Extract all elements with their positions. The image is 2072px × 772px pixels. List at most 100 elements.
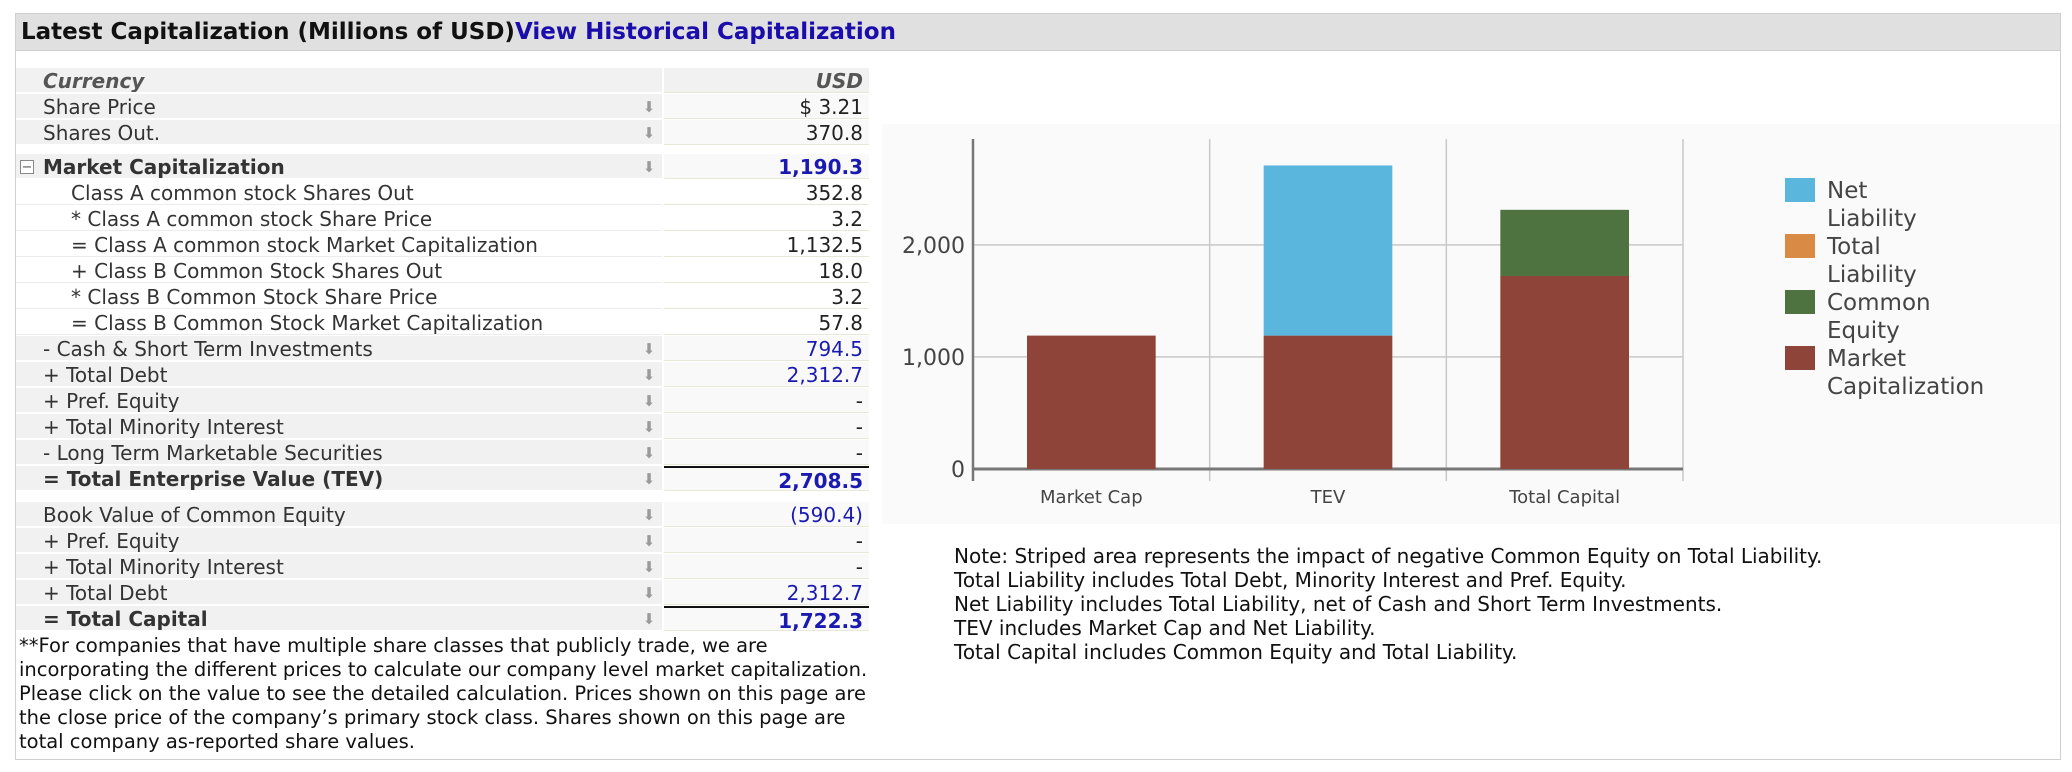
panel-header: Latest Capitalization (Millions of USD)V… <box>16 14 2060 51</box>
y-tick-label: 0 <box>951 458 965 483</box>
row-label: + Total Minority Interest <box>16 414 662 439</box>
table-row: Book Value of Common Equity ⬇ (590.4) <box>16 502 869 528</box>
download-icon[interactable]: ⬇ <box>642 418 656 436</box>
legend-swatch <box>1785 290 1815 314</box>
collapse-toggle-icon[interactable]: − <box>20 160 34 175</box>
capitalization-chart: 0 1,000 2,000 Market Cap TEV Total Capital Net… <box>882 124 2060 524</box>
download-icon[interactable]: ⬇ <box>642 558 656 576</box>
table-row: = Class B Common Stock Market Capitaliza… <box>16 310 869 336</box>
download-icon[interactable]: ⬇ <box>642 470 656 488</box>
note-line: Total Capital includes Common Equity and… <box>954 640 1518 664</box>
row-value[interactable]: 794.5 <box>664 336 869 361</box>
capitalization-panel: Latest Capitalization (Millions of USD)V… <box>15 13 2061 760</box>
chart-notes: Note: Striped area represents the impact… <box>954 544 2054 664</box>
currency-row: Currency USD <box>16 68 869 94</box>
bar-segment <box>1263 165 1393 336</box>
row-label: Share Price <box>16 94 662 119</box>
row-label: = Total Enterprise Value (TEV) <box>16 466 662 491</box>
table-row: Market Capitalization − ⬇ 1,190.3 <box>16 154 869 180</box>
view-historical-capitalization-link[interactable]: View Historical Capitalization <box>514 19 896 45</box>
row-value[interactable]: 1,190.3 <box>664 154 869 179</box>
row-value: - <box>664 554 869 579</box>
legend-label: Common Equity <box>1827 290 1931 344</box>
legend-swatch <box>1785 346 1815 370</box>
x-tick-label: Market Cap <box>1040 487 1143 508</box>
table-row: * Class A common stock Share Price 3.2 <box>16 206 869 232</box>
table-row: - Long Term Marketable Securities ⬇ - <box>16 440 869 466</box>
row-label: Class A common stock Shares Out <box>16 180 662 205</box>
table-row: = Total Capital ⬇ 1,722.3 <box>16 606 869 633</box>
download-icon[interactable]: ⬇ <box>642 366 656 384</box>
row-value[interactable]: 2,312.7 <box>664 580 869 605</box>
table-row: = Class A common stock Market Capitaliza… <box>16 232 869 258</box>
table-row: + Total Debt ⬇ 2,312.7 <box>16 580 869 606</box>
note-line: TEV includes Market Cap and Net Liabilit… <box>954 616 1376 640</box>
legend-label: Total Liability <box>1826 234 1917 288</box>
row-label: * Class A common stock Share Price <box>16 206 662 231</box>
table-row: + Pref. Equity ⬇ - <box>16 388 869 414</box>
row-value[interactable]: 2,708.5 <box>664 466 869 493</box>
x-tick-label: TEV <box>1310 487 1346 508</box>
row-label: Book Value of Common Equity <box>16 502 662 527</box>
row-value[interactable]: 2,312.7 <box>664 362 869 387</box>
download-icon[interactable]: ⬇ <box>642 98 656 116</box>
currency-value: USD <box>664 68 869 93</box>
download-icon[interactable]: ⬇ <box>642 340 656 358</box>
row-label: + Pref. Equity <box>16 388 662 413</box>
legend-swatch <box>1785 234 1815 258</box>
table-row: Shares Out. ⬇ 370.8 <box>16 120 869 146</box>
row-value: - <box>664 388 869 413</box>
row-value: 370.8 <box>664 120 869 145</box>
row-value: $ 3.21 <box>664 94 869 119</box>
chart-svg: 0 1,000 2,000 Market Cap TEV Total Capital Net… <box>902 139 1984 508</box>
row-value: 352.8 <box>664 180 869 205</box>
row-label: + Total Debt <box>16 580 662 605</box>
row-label: = Class A common stock Market Capitaliza… <box>16 232 662 257</box>
bar-segment <box>1027 335 1156 469</box>
table-row: = Total Enterprise Value (TEV) ⬇ 2,708.5 <box>16 466 869 493</box>
row-value[interactable]: (590.4) <box>664 502 869 527</box>
row-label: - Cash & Short Term Investments <box>16 336 662 361</box>
note-line: Note: Striped area represents the impact… <box>954 544 1823 568</box>
row-label: Market Capitalization <box>16 154 662 179</box>
legend-label: Market Capitalization <box>1827 346 1984 400</box>
bar-segment <box>1263 335 1393 469</box>
table-row: - Cash & Short Term Investments ⬇ 794.5 <box>16 336 869 362</box>
table-row: + Total Minority Interest ⬇ - <box>16 554 869 580</box>
y-tick-label: 1,000 <box>902 346 965 371</box>
row-value: 3.2 <box>664 206 869 231</box>
download-icon[interactable]: ⬇ <box>642 444 656 462</box>
row-label: Shares Out. <box>16 120 662 145</box>
download-icon[interactable]: ⬇ <box>642 506 656 524</box>
table-row: Class A common stock Shares Out 352.8 <box>16 180 869 206</box>
table-row: Share Price ⬇ $ 3.21 <box>16 94 869 120</box>
y-tick-label: 2,000 <box>902 234 965 259</box>
row-label: * Class B Common Stock Share Price <box>16 284 662 309</box>
row-value: - <box>664 440 869 465</box>
download-icon[interactable]: ⬇ <box>642 532 656 550</box>
row-value: 57.8 <box>664 310 869 335</box>
row-label: + Class B Common Stock Shares Out <box>16 258 662 283</box>
download-icon[interactable]: ⬇ <box>642 610 656 628</box>
legend-swatch <box>1785 178 1815 202</box>
bar-segment <box>1500 275 1629 469</box>
panel-title: Latest Capitalization (Millions of USD) <box>21 19 515 45</box>
row-label: + Pref. Equity <box>16 528 662 553</box>
row-value[interactable]: 1,722.3 <box>664 606 869 633</box>
note-line: Total Liability includes Total Debt, Min… <box>954 568 1627 592</box>
download-icon[interactable]: ⬇ <box>642 392 656 410</box>
legend-label: Net Liability <box>1827 178 1917 232</box>
download-icon[interactable]: ⬇ <box>642 158 656 176</box>
row-label: + Total Minority Interest <box>16 554 662 579</box>
table-row: + Total Debt ⬇ 2,312.7 <box>16 362 869 388</box>
row-label: - Long Term Marketable Securities <box>16 440 662 465</box>
row-value: - <box>664 528 869 553</box>
download-icon[interactable]: ⬇ <box>642 124 656 142</box>
row-value: 3.2 <box>664 284 869 309</box>
footnote: **For companies that have multiple share… <box>19 634 868 753</box>
table-row: * Class B Common Stock Share Price 3.2 <box>16 284 869 310</box>
row-value: 18.0 <box>664 258 869 283</box>
download-icon[interactable]: ⬇ <box>642 584 656 602</box>
table-row: + Pref. Equity ⬇ - <box>16 528 869 554</box>
row-label: = Total Capital <box>16 606 662 631</box>
